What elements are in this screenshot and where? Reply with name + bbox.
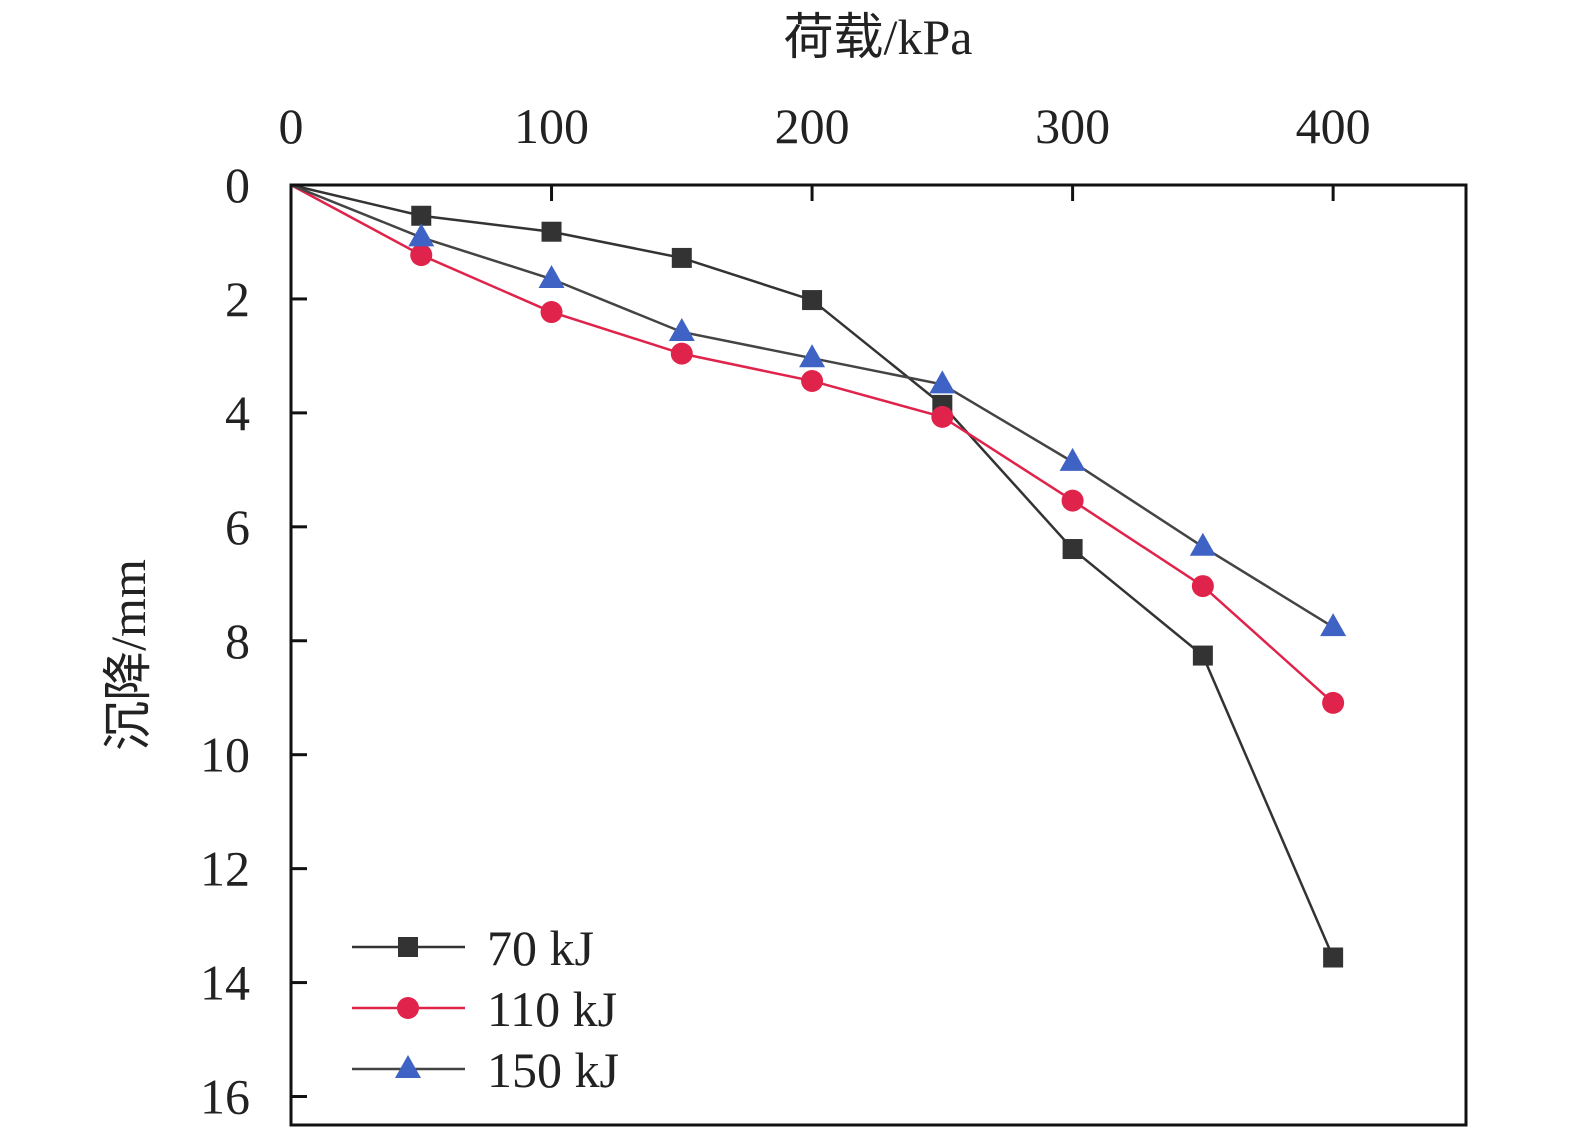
legend-label: 110 kJ (487, 981, 617, 1037)
y-tick-label: 14 (200, 955, 250, 1011)
data-point-110kJ (540, 301, 563, 324)
x-tick-label: 0 (279, 98, 304, 154)
data-point-70kJ (411, 205, 432, 226)
plot-frame (289, 183, 1468, 1127)
data-point-150kJ (799, 344, 826, 368)
data-point-150kJ (1189, 532, 1216, 556)
data-point-150kJ (1320, 613, 1347, 637)
x-tick-label: 400 (1296, 98, 1371, 154)
series-line-150kJ (290, 183, 1334, 629)
data-point-70kJ (541, 221, 562, 242)
y-tick-label: 10 (200, 727, 250, 783)
data-point-110kJ (1191, 575, 1214, 598)
data-point-70kJ (1192, 645, 1213, 666)
data-point-110kJ (931, 405, 954, 428)
x-tick-label: 300 (1035, 98, 1110, 154)
y-tick-label: 16 (200, 1069, 250, 1125)
data-point-70kJ (1323, 947, 1344, 968)
series-line-110kJ (290, 183, 1334, 704)
x-axis-label: 荷载/kPa (784, 9, 973, 65)
data-point-70kJ (802, 290, 823, 311)
data-point-110kJ (1322, 691, 1345, 714)
data-point-150kJ (929, 370, 956, 394)
legend-marker (398, 937, 418, 957)
y-axis-label: 沉降/mm (100, 559, 156, 751)
data-point-110kJ (801, 369, 824, 392)
y-tick-label: 4 (225, 385, 250, 441)
data-point-70kJ (1062, 539, 1083, 560)
data-point-70kJ (671, 247, 692, 268)
y-tick-label: 2 (225, 271, 250, 327)
y-tick-label: 0 (225, 157, 250, 213)
x-tick-label: 200 (775, 98, 850, 154)
data-point-150kJ (1059, 447, 1086, 471)
y-tick-label: 8 (225, 613, 250, 669)
data-point-110kJ (670, 342, 693, 365)
data-point-150kJ (668, 317, 695, 341)
legend-label: 150 kJ (487, 1042, 619, 1098)
data-point-110kJ (410, 244, 433, 267)
data-point-150kJ (408, 223, 435, 247)
y-tick-label: 12 (200, 841, 250, 897)
x-tick-label: 100 (514, 98, 589, 154)
data-point-150kJ (538, 265, 565, 288)
legend-marker (395, 1055, 421, 1078)
legend-marker (397, 997, 419, 1019)
y-tick-label: 6 (225, 499, 250, 555)
legend-label: 70 kJ (487, 920, 594, 976)
data-point-110kJ (1061, 489, 1084, 512)
